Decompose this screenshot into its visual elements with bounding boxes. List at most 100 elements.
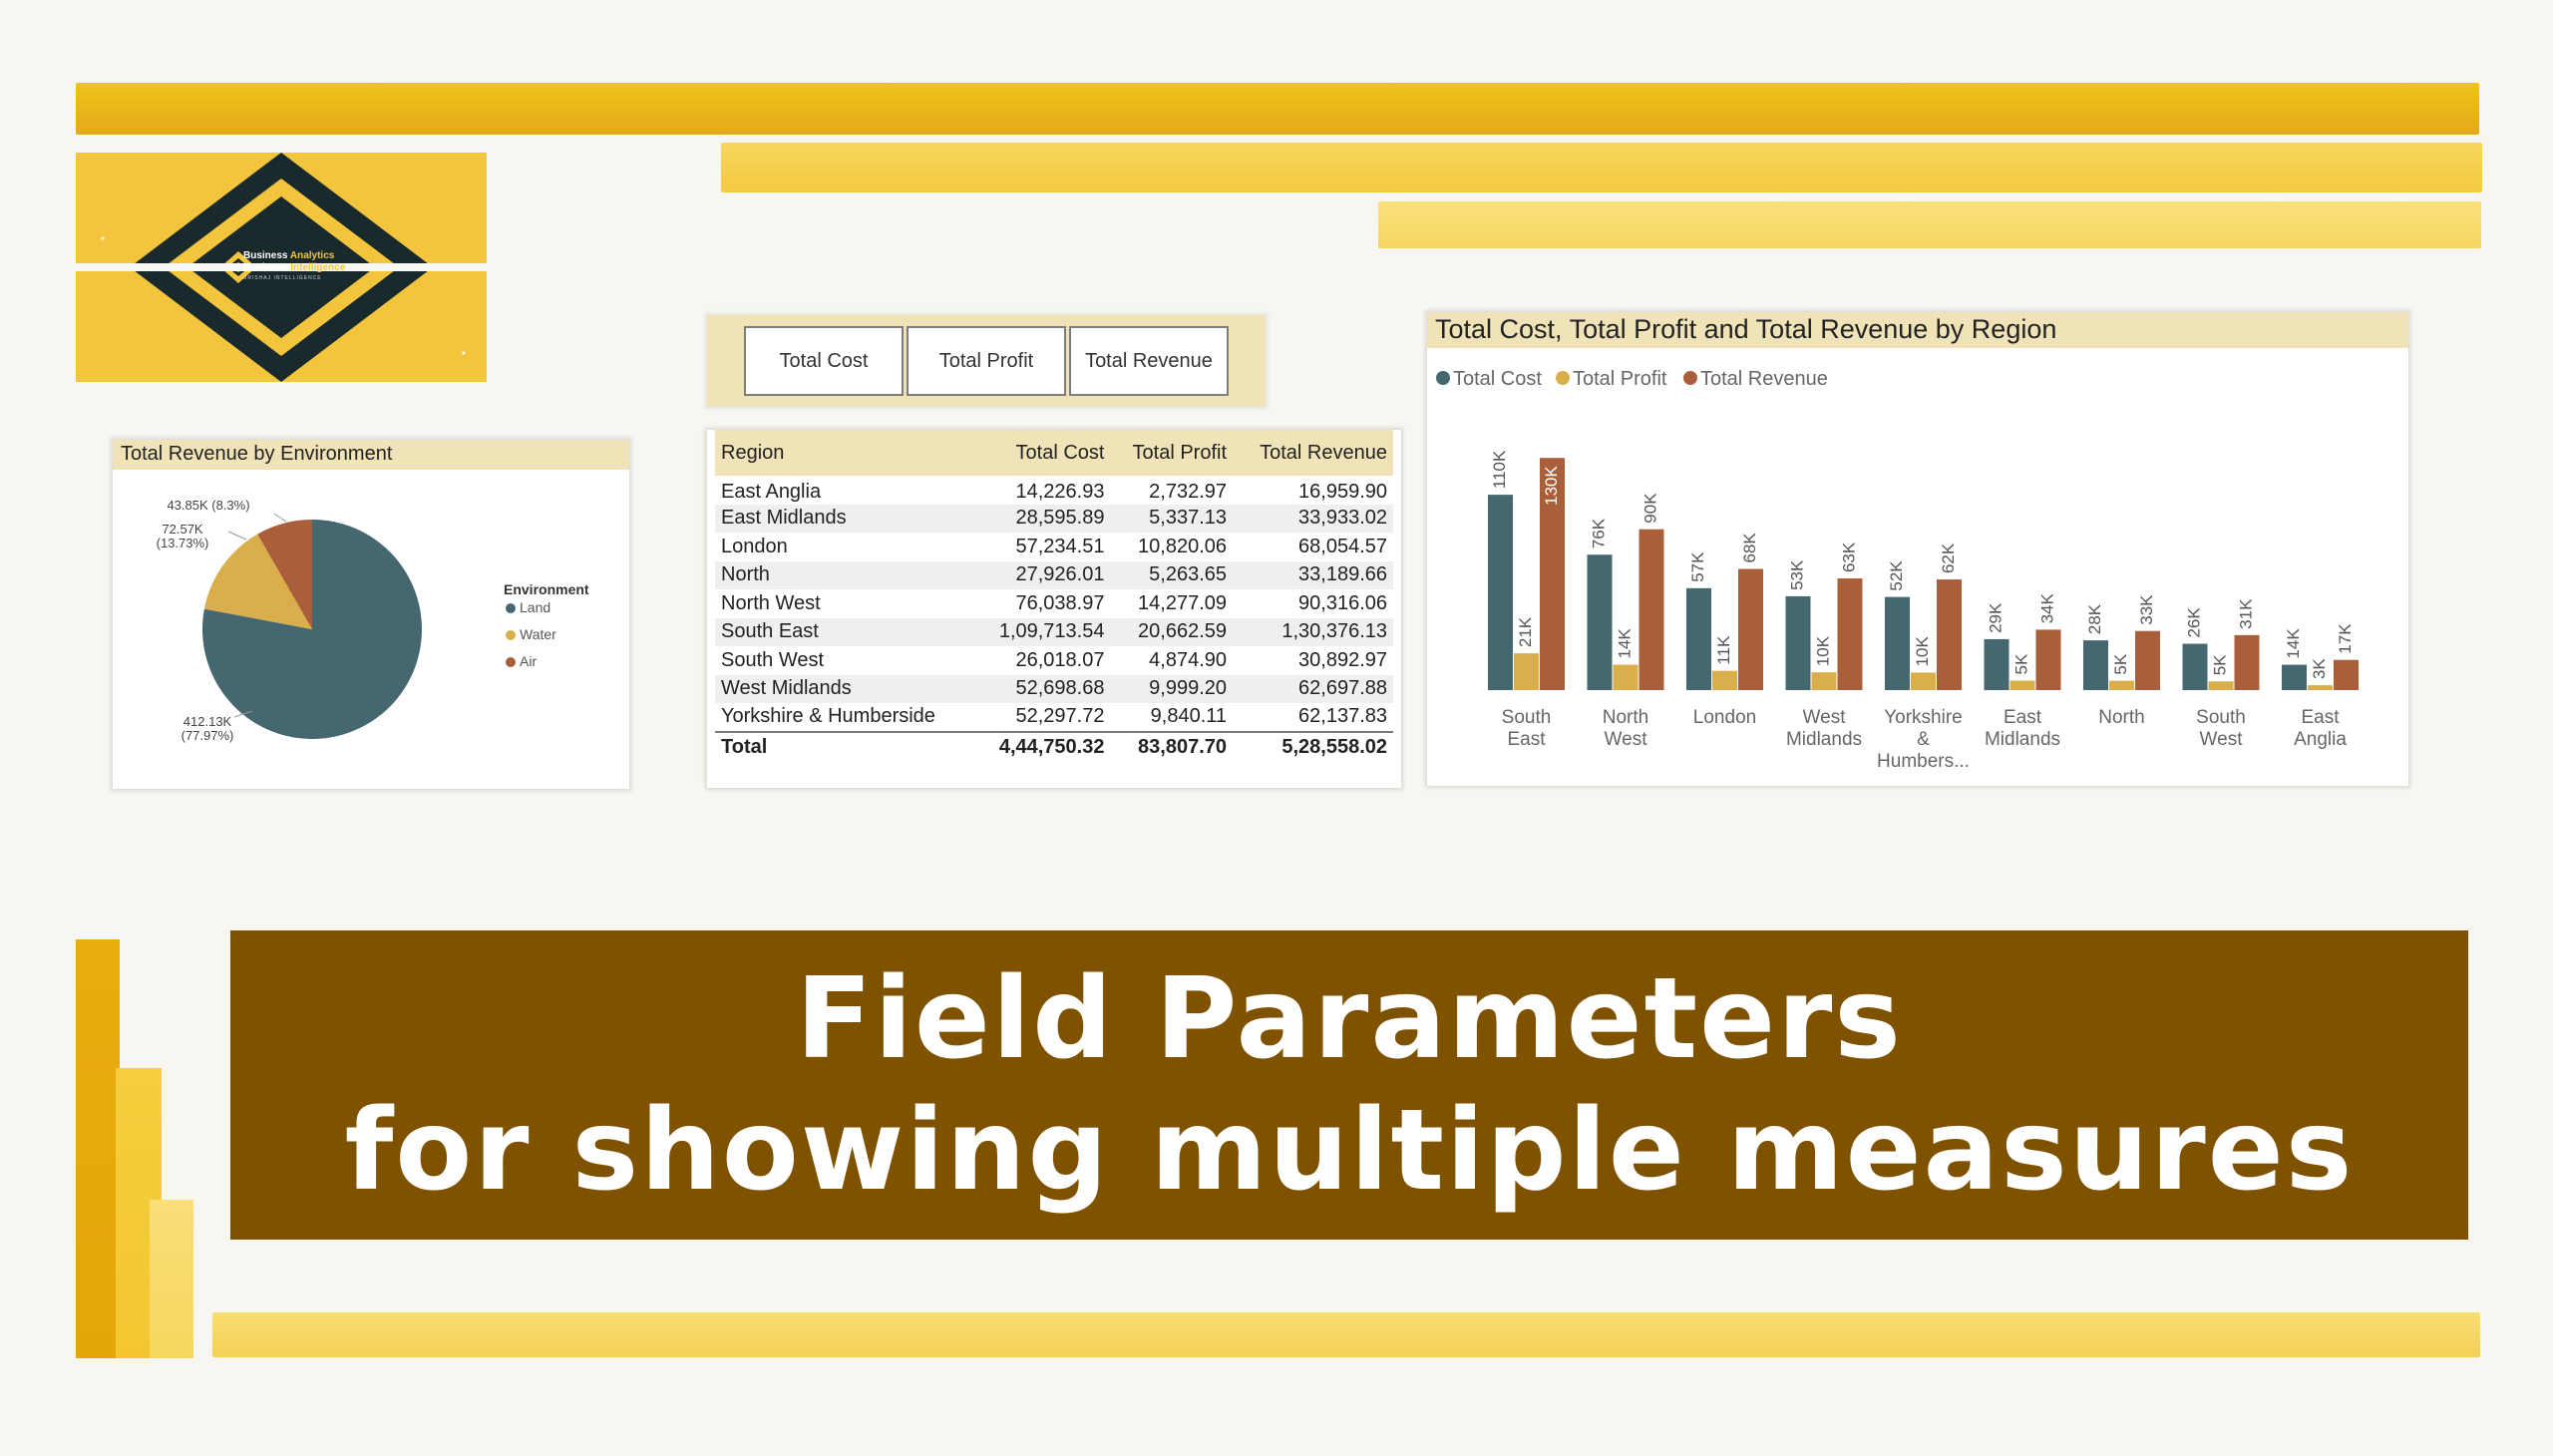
slicer-button-total-profit[interactable]: Total Profit <box>907 326 1066 396</box>
table-cell: 14,226.93 <box>1015 480 1105 503</box>
legend-dot-water <box>506 630 516 640</box>
total-profit-value: 83,807.70 <box>1110 730 1234 762</box>
table-cell: 5,263.65 <box>1110 560 1234 589</box>
table-row: South East 1,09,713.54 20,662.59 1,30,376.1… <box>715 617 1393 646</box>
bar-total-cost[interactable] <box>1587 554 1613 690</box>
pie-legend-item-air[interactable]: Air <box>520 653 537 669</box>
bar-total-revenue[interactable] <box>2334 659 2359 690</box>
top-band-3 <box>1378 201 2481 248</box>
table-row: East Anglia 14,226.93 2,732.97 16,959.90 <box>715 476 1393 505</box>
measure-slicer: Total Cost Total Profit Total Revenue <box>707 315 1266 407</box>
total-cost-value: 4,44,750.32 <box>975 730 1111 762</box>
bar-total-profit[interactable] <box>1911 672 1936 690</box>
pie-slice-air[interactable] <box>257 520 312 629</box>
bar-legend-item[interactable]: Total Profit <box>1573 368 1667 390</box>
bar-total-revenue[interactable] <box>1639 529 1664 690</box>
bar-total-revenue[interactable] <box>1937 579 1962 690</box>
bar-total-revenue[interactable] <box>2135 630 2160 690</box>
bar-legend-dot <box>1556 371 1570 385</box>
bar-total-profit[interactable] <box>1811 672 1837 690</box>
bar-total-cost[interactable] <box>1984 638 2009 690</box>
bar-total-revenue[interactable] <box>2035 629 2061 690</box>
bar-data-label: 3K <box>2310 658 2329 679</box>
table-cell: 57,234.51 <box>1015 535 1105 557</box>
bar-data-label: 57K <box>1688 551 1707 582</box>
bar-data-label: 68K <box>1740 533 1759 563</box>
table-cell: 52,698.68 <box>975 674 1111 703</box>
bar-data-label: 29K <box>1986 602 2005 633</box>
table-total-row: Total 4,44,750.32 83,807.70 5,28,558.02 <box>715 730 1393 762</box>
slicer-button-total-cost[interactable]: Total Cost <box>744 326 904 396</box>
pie-legend-item-land[interactable]: Land <box>520 599 550 615</box>
table-cell: North West <box>721 591 821 614</box>
logo-text: Business Analytics Business Intelligence… <box>243 250 346 281</box>
title-banner: Field Parameters for showing multiple me… <box>230 930 2468 1240</box>
bar-total-profit[interactable] <box>1712 670 1737 690</box>
bar-total-revenue[interactable] <box>1540 458 1565 690</box>
bar-data-label: 90K <box>1641 493 1659 524</box>
pie-legend-title: Environment <box>504 581 589 597</box>
top-band-2 <box>721 143 2482 192</box>
table-cell: 27,926.01 <box>975 560 1111 589</box>
x-axis-tick-label: West <box>2200 729 2244 750</box>
bar-total-profit[interactable] <box>2009 680 2035 690</box>
region-table-card[interactable]: Region Total Cost Total Profit Total Rev… <box>707 430 1401 788</box>
bar-data-label: 17K <box>2336 623 2355 654</box>
bar-total-cost[interactable] <box>2083 640 2108 690</box>
total-revenue-value: 5,28,558.02 <box>1233 730 1393 762</box>
bar-total-revenue[interactable] <box>2234 634 2260 690</box>
logo-stripe <box>76 263 487 271</box>
bar-chart: Total Cost Total Profit Total Revenue 110K 2… <box>1436 368 2359 772</box>
table-cell: Yorkshire & Humberside <box>721 705 935 728</box>
bar-data-label: 76K <box>1589 518 1608 548</box>
table-cell: South West <box>721 648 825 671</box>
legend-dot-air <box>506 657 516 667</box>
column-header-total-revenue[interactable]: Total Revenue <box>1233 430 1393 476</box>
column-header-total-cost[interactable]: Total Cost <box>975 430 1111 476</box>
bar-total-cost[interactable] <box>2282 664 2307 690</box>
x-axis-tick-label: Midlands <box>1985 729 2060 750</box>
table-cell: 1,09,713.54 <box>975 617 1111 646</box>
column-header-region[interactable]: Region <box>715 430 976 476</box>
bar-data-label: 62K <box>1939 543 1958 573</box>
bar-total-revenue[interactable] <box>1738 568 1763 690</box>
pie-slice-water[interactable] <box>203 534 312 629</box>
bar-legend-item[interactable]: Total Revenue <box>1700 368 1828 390</box>
pie-chart-card[interactable]: Total Revenue by Environment 412.13K (77.… <box>113 440 629 789</box>
bar-total-profit[interactable] <box>2208 681 2234 690</box>
bar-data-label: 5K <box>2111 653 2130 674</box>
bar-total-profit[interactable] <box>2308 685 2333 690</box>
bar-total-cost[interactable] <box>1885 596 1910 690</box>
logo-bar-tall <box>76 939 120 1358</box>
table-row: North West 76,038.97 14,277.09 90,316.06 <box>715 589 1393 618</box>
bar-data-label: 5K <box>2210 654 2229 675</box>
banner-title-line-1: Field Parameters <box>796 954 1903 1084</box>
pie-data-label: 43.85K (8.3%) <box>167 498 249 513</box>
bar-total-cost[interactable] <box>1686 587 1711 690</box>
bar-data-label: 33K <box>2137 594 2156 625</box>
table-cell: 5,337.13 <box>1110 504 1234 533</box>
table-cell: 1,30,376.13 <box>1233 617 1393 646</box>
pie-slice-land[interactable] <box>202 520 422 739</box>
bar-total-profit[interactable] <box>2109 680 2134 690</box>
pie-data-label: 72.57K <box>162 522 203 537</box>
bar-total-cost[interactable] <box>2182 643 2208 690</box>
x-axis-tick-label: North <box>2098 707 2144 728</box>
bottom-band <box>212 1312 2480 1357</box>
bar-total-profit[interactable] <box>1613 664 1639 691</box>
table-cell: 33,189.66 <box>1233 560 1393 589</box>
bar-total-cost[interactable] <box>1488 495 1513 690</box>
bar-chart-title: Total Cost, Total Profit and Total Reven… <box>1427 312 2408 348</box>
bar-total-revenue[interactable] <box>1837 578 1863 690</box>
column-header-total-profit[interactable]: Total Profit <box>1110 430 1234 476</box>
bar-data-label: 31K <box>2236 598 2255 629</box>
table-cell: 52,297.72 <box>1015 705 1105 728</box>
pie-legend-item-water[interactable]: Water <box>520 626 556 642</box>
bar-legend-item[interactable]: Total Cost <box>1453 368 1542 390</box>
slicer-button-total-revenue[interactable]: Total Revenue <box>1069 326 1229 396</box>
pie-data-label: 412.13K <box>183 714 232 729</box>
bar-chart-card[interactable]: Total Cost, Total Profit and Total Reven… <box>1427 312 2408 786</box>
bar-total-cost[interactable] <box>1785 595 1811 690</box>
table-cell: 14,277.09 <box>1138 591 1228 614</box>
bar-total-profit[interactable] <box>1514 653 1539 690</box>
